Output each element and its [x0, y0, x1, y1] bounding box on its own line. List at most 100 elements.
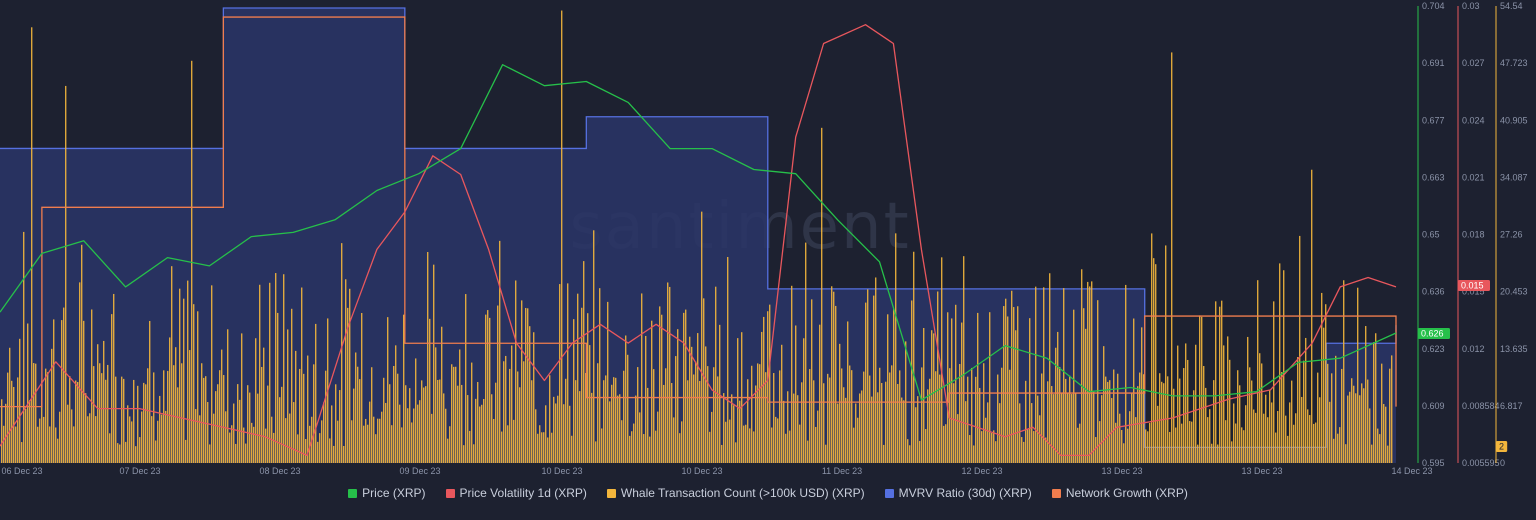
volatility-axis-tick: 0.021 — [1462, 172, 1485, 182]
whale-bar — [661, 314, 663, 463]
whale-bar — [67, 404, 69, 463]
whale-bar — [1197, 444, 1199, 463]
whale-value-tag — [1496, 441, 1508, 452]
whale-bar — [827, 373, 829, 463]
whale-bar — [1249, 367, 1251, 463]
whale-bar — [349, 288, 351, 463]
whale-bar — [749, 428, 751, 463]
legend-item[interactable]: MVRV Ratio (30d) (XRP) — [884, 486, 1032, 500]
whale-bar — [93, 366, 95, 463]
whale-bar — [1059, 366, 1061, 463]
whale-bar — [441, 326, 443, 463]
legend-item[interactable]: Network Growth (XRP) — [1051, 486, 1188, 500]
whale-bar — [1021, 437, 1023, 463]
whale-bar — [223, 375, 225, 463]
volatility-axis-tick: 0.008584 — [1462, 401, 1500, 411]
whale-bar — [1065, 378, 1067, 463]
whale-bar — [925, 429, 927, 463]
whale-bar — [237, 384, 239, 463]
legend-item[interactable]: Whale Transaction Count (>100k USD) (XRP… — [606, 486, 865, 500]
whale-bar — [971, 367, 973, 463]
whale-bar — [523, 361, 525, 463]
x-tick-label: 07 Dec 23 — [119, 466, 160, 476]
whale-bar — [1305, 337, 1307, 463]
whale-bar — [329, 438, 331, 463]
whale-bar — [127, 405, 129, 463]
whale-bar — [1199, 315, 1201, 463]
whale-bar — [647, 387, 649, 463]
whale-bar — [1171, 52, 1173, 464]
whale-bar — [1139, 372, 1141, 463]
whale-bar — [851, 370, 853, 463]
whale-bar — [1307, 409, 1309, 463]
whale-bar — [881, 383, 883, 463]
whale-bar — [653, 369, 655, 463]
whale-bar — [203, 377, 205, 463]
whale-bar — [1291, 380, 1293, 463]
whale-bar — [791, 285, 793, 463]
whale-bar — [401, 427, 403, 463]
legend-item[interactable]: Price (XRP) — [348, 486, 426, 500]
whale-bar — [609, 401, 611, 463]
whale-bar — [245, 443, 247, 463]
whale-bar — [1377, 428, 1379, 463]
whale-bar — [861, 390, 863, 463]
whale-bar — [41, 381, 43, 463]
whale-bar — [1271, 402, 1273, 463]
whale-bar — [1169, 431, 1171, 463]
whale-bar — [679, 433, 681, 463]
whale-bar — [1191, 421, 1193, 463]
whale-bar — [429, 318, 431, 463]
whale-bar — [423, 387, 425, 463]
whale-bar — [727, 256, 729, 463]
whale-bar — [1189, 421, 1191, 463]
whale-bar — [823, 383, 825, 463]
whale-bar — [1351, 378, 1353, 463]
whale-bar — [335, 384, 337, 463]
whale-bar — [897, 384, 899, 463]
volatility-value-tag — [1458, 280, 1490, 291]
whale-bar — [205, 376, 207, 463]
x-tick-label: 13 Dec 23 — [1101, 466, 1142, 476]
whale-bar — [1367, 379, 1369, 463]
whale-axis-tick: 6.817 — [1500, 401, 1523, 411]
x-tick-label: 06 Dec 23 — [1, 466, 42, 476]
whale-bar — [1211, 443, 1213, 463]
price-value-tag — [1418, 328, 1450, 339]
whale-bar — [171, 266, 173, 463]
whale-bar — [211, 285, 213, 463]
whale-bar — [631, 431, 633, 463]
whale-bar — [47, 372, 49, 463]
whale-bar — [103, 340, 105, 463]
whale-bar — [261, 366, 263, 463]
whale-bar — [1365, 326, 1367, 463]
whale-bar — [789, 430, 791, 463]
whale-bar — [775, 416, 777, 463]
whale-bar — [1047, 381, 1049, 463]
whale-bar — [1063, 288, 1065, 463]
whale-bar — [1031, 403, 1033, 463]
whale-bar — [165, 410, 167, 463]
whale-bar — [527, 308, 529, 463]
whale-bar — [919, 440, 921, 463]
whale-bar — [195, 409, 197, 463]
whale-bar — [989, 312, 991, 463]
volatility-axis-tick: 0.012 — [1462, 344, 1485, 354]
legend-item[interactable]: Price Volatility 1d (XRP) — [445, 486, 587, 500]
whale-bar — [1023, 441, 1025, 463]
whale-bar — [1057, 331, 1059, 463]
whale-bar — [1001, 367, 1003, 463]
price-layer — [0, 64, 1397, 401]
whale-bar — [547, 437, 549, 463]
whale-bar — [1017, 306, 1019, 463]
whale-bar — [169, 337, 171, 463]
whale-bar — [927, 389, 929, 463]
whale-bar — [677, 329, 679, 463]
whale-bar — [685, 309, 687, 463]
whale-bar — [991, 432, 993, 463]
whale-bar — [99, 363, 101, 463]
whale-bar — [1275, 432, 1277, 463]
whale-bar — [385, 402, 387, 463]
whale-bar — [1237, 370, 1239, 463]
whale-bar — [217, 384, 219, 463]
